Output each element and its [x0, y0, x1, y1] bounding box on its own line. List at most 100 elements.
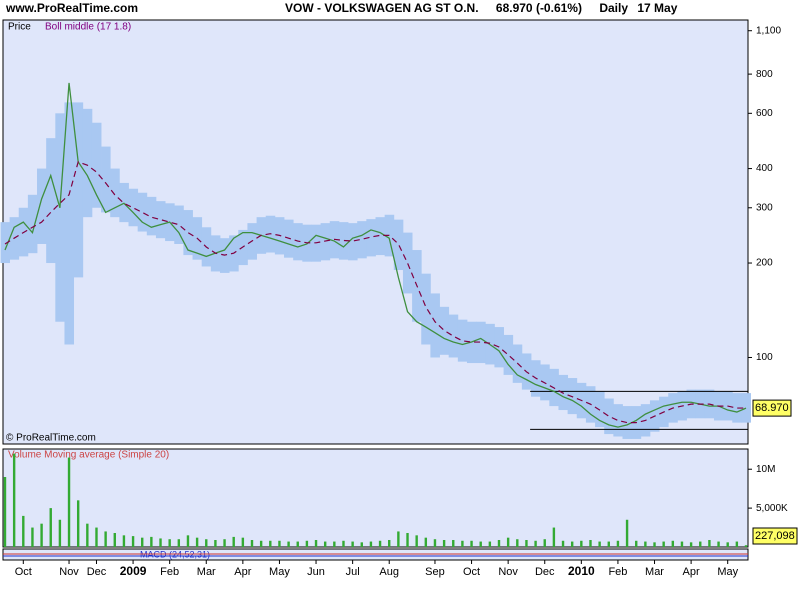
bollinger-band [384, 214, 395, 257]
volume-bar [461, 540, 464, 547]
volume-bar [388, 540, 391, 547]
volume-bar [333, 541, 336, 547]
header-title: VOW - VOLKSWAGEN AG ST O.N. 68.970 (-0.6… [285, 1, 678, 15]
bollinger-band [476, 321, 486, 364]
bollinger-band [348, 223, 358, 261]
volume-bar [680, 541, 684, 547]
volume-bar [186, 535, 190, 547]
volume-bar [168, 539, 171, 547]
x-tick-label: Nov [498, 566, 518, 578]
volume-bar [214, 540, 217, 547]
y-tick-label: 300 [756, 202, 773, 213]
volume-tick-label: 5,000K [756, 503, 788, 514]
bollinger-band [27, 194, 38, 254]
volume-bar [397, 531, 400, 547]
volume-bar [195, 537, 199, 547]
volume-bar [113, 533, 116, 547]
x-tick-label: Jun [307, 566, 325, 578]
volume-bar [470, 540, 473, 547]
y-tick-label: 200 [756, 258, 773, 269]
y-tick-label: 600 [756, 108, 773, 119]
volume-bar [342, 540, 345, 547]
volume-bar [442, 540, 446, 547]
volume-bar [31, 527, 34, 547]
last-volume-box [752, 527, 798, 545]
volume-bar [287, 541, 290, 547]
volume-bar [86, 523, 89, 547]
volume-bar [607, 541, 610, 547]
volume-bar [40, 523, 43, 547]
volume-bar [150, 536, 153, 547]
volume-bar [479, 541, 482, 547]
last-volume-label: 227,098 [755, 530, 795, 542]
volume-bar [525, 540, 528, 547]
x-tick-label: Oct [15, 566, 32, 578]
volume-bar [369, 541, 373, 547]
bollinger-band [430, 293, 440, 358]
x-tick-label: Nov [59, 566, 79, 578]
volume-bar [205, 539, 208, 547]
bollinger-band [421, 273, 431, 345]
legend-price: Price [8, 22, 31, 33]
copyright: © ProRealTime.com [6, 433, 96, 444]
volume-bar [351, 541, 354, 547]
volume-bar [406, 533, 409, 547]
bollinger-band [183, 210, 193, 256]
x-tick-label: 2010 [568, 564, 595, 578]
x-tick-label: Dec [535, 566, 555, 578]
bollinger-band [741, 393, 751, 423]
volume-bar [269, 540, 272, 547]
y-tick-label: 400 [756, 163, 773, 174]
period: Daily [599, 1, 628, 15]
x-tick-label: Apr [234, 566, 251, 578]
volume-bar [580, 540, 583, 547]
volume-bar [516, 539, 519, 547]
volume-bar [717, 541, 720, 547]
volume-bar [360, 542, 363, 547]
volume-bar [314, 540, 318, 547]
bollinger-band [732, 393, 742, 423]
x-tick-label: Mar [645, 566, 664, 578]
bollinger-band [595, 391, 605, 428]
volume-bar [635, 540, 638, 547]
volume-bar [250, 540, 254, 547]
volume-bar [424, 537, 428, 547]
bollinger-band [613, 404, 623, 437]
bollinger-band [155, 201, 166, 239]
volume-bar [58, 519, 62, 547]
instrument: VOW - VOLKSWAGEN AG ST O.N. [285, 1, 479, 15]
volume-bar [735, 541, 739, 547]
volume-bar [561, 540, 565, 547]
x-tick-label: Feb [608, 566, 627, 578]
bollinger-band [375, 217, 386, 256]
volume-bar [159, 538, 162, 547]
bollinger-band [503, 334, 514, 375]
volume-bar [671, 540, 675, 547]
bollinger-band [64, 102, 75, 345]
volume-bar [76, 500, 80, 547]
volume-bar [95, 527, 98, 547]
bollinger-band [622, 406, 633, 439]
volume-bar [305, 540, 309, 547]
volume-bar [232, 536, 235, 547]
bollinger-band [55, 113, 65, 322]
y-tick-label: 1,100 [756, 25, 781, 36]
bollinger-band [101, 146, 111, 213]
bollinger-band [73, 102, 84, 278]
volume-bar [653, 542, 656, 547]
volume-bar [644, 541, 647, 547]
volume-bar [415, 535, 418, 547]
volume-bar [49, 508, 52, 547]
bollinger-band [338, 222, 349, 260]
volume-panel [2, 448, 749, 548]
volume-bar [259, 540, 263, 547]
bollinger-band [293, 223, 303, 261]
volume-bar [598, 541, 601, 547]
x-tick-label: 2009 [120, 564, 147, 578]
last-price-label: 68.970 [755, 402, 789, 414]
bollinger-band [37, 168, 47, 244]
volume-bar [241, 537, 245, 547]
volume-bar [570, 541, 574, 547]
